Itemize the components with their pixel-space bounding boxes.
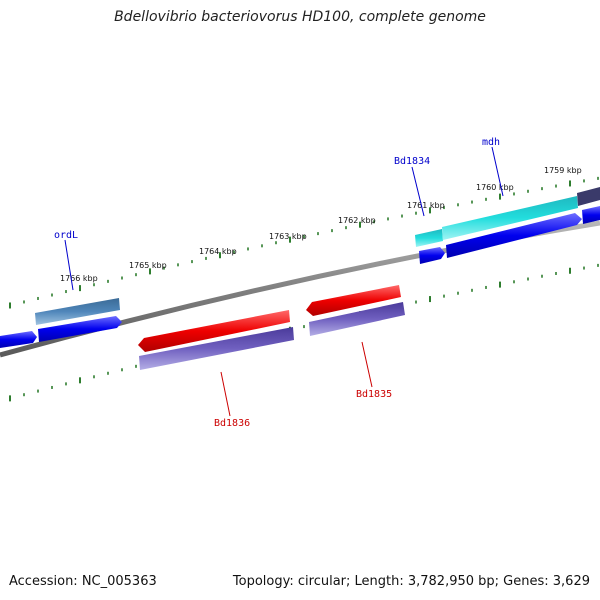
gene-feature-Bd1834[interactable] [415, 229, 443, 247]
scale-label-1761: 1761 kbp [407, 201, 445, 210]
cds-feature-left-edge[interactable] [0, 331, 37, 348]
scale-label-1760: 1760 kbp [476, 183, 514, 192]
leader-line-ordL [64, 239, 74, 291]
scale-labels: 1766 kbp 1765 kbp 1764 kbp 1763 kbp 1762… [60, 166, 582, 283]
cds-feature-Bd1835[interactable] [306, 285, 401, 316]
gene-feature-ordL[interactable] [35, 298, 120, 325]
cds-feature-ordL[interactable] [38, 316, 122, 342]
scale-ticks-lower [9, 263, 599, 402]
feature-right-edge-dark[interactable] [577, 187, 600, 206]
leader-line-mdh [491, 146, 504, 197]
reverse-strand-features [138, 285, 405, 370]
scale-label-1759: 1759 kbp [544, 166, 582, 175]
gene-leader-lines [64, 146, 504, 417]
cds-feature-Bd1834[interactable] [419, 247, 445, 264]
scale-label-1765: 1765 kbp [129, 261, 167, 270]
gene-feature-mdh[interactable] [442, 196, 578, 240]
gene-feature-Bd1835[interactable] [309, 302, 405, 336]
gene-label-Bd1834[interactable]: Bd1834 [394, 156, 430, 167]
genome-summary-text: Topology: circular; Length: 3,782,950 bp… [232, 574, 590, 589]
gene-label-Bd1836[interactable]: Bd1836 [214, 418, 250, 429]
leader-line-Bd1834 [411, 166, 425, 217]
cds-feature-right-edge[interactable] [582, 206, 600, 224]
leader-line-Bd1835 [361, 341, 373, 388]
scale-label-1764: 1764 kbp [199, 247, 237, 256]
gene-feature-Bd1836[interactable] [139, 327, 294, 370]
gene-label-ordL[interactable]: ordL [54, 230, 78, 241]
map-title: Bdellovibrio bacteriovorus HD100, comple… [114, 9, 486, 25]
forward-strand-features [0, 187, 600, 348]
genome-backbone [0, 220, 600, 358]
leader-line-Bd1836 [220, 371, 231, 417]
gene-labels: ordL Bd1834 mdh Bd1836 Bd1835 [54, 137, 500, 429]
gene-label-mdh[interactable]: mdh [482, 137, 500, 148]
accession-text: Accession: NC_005363 [9, 574, 157, 589]
cds-feature-Bd1836[interactable] [138, 310, 290, 352]
scale-label-1763: 1763 kbp [269, 232, 307, 241]
gene-label-Bd1835[interactable]: Bd1835 [356, 389, 392, 400]
scale-label-1762: 1762 kbp [338, 216, 376, 225]
cds-feature-mdh[interactable] [446, 213, 582, 258]
scale-label-1766: 1766 kbp [60, 274, 98, 283]
scale-ticks-upper [9, 176, 599, 309]
